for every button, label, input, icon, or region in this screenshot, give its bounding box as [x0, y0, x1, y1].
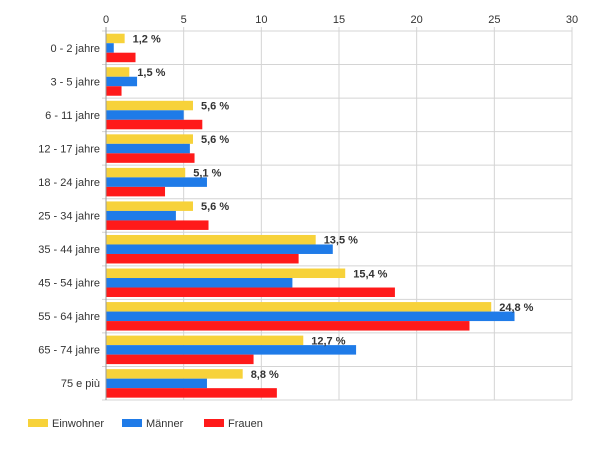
bar-mnner-5	[106, 210, 176, 221]
labels-layer: 1,2 % 1,5 % 5,6 % 5,6 % 5,1 % 5,6 % 13,5 % 15,4…	[133, 33, 534, 380]
bar-frauen-6	[106, 253, 299, 264]
category-label: 18 - 24 jahre	[38, 177, 100, 189]
x-tick-label: 20	[411, 14, 423, 26]
bar-frauen-9	[106, 354, 254, 365]
bar-mnner-2	[106, 110, 184, 120]
legend-label: Männer	[146, 418, 184, 430]
bar-mnner-7	[106, 278, 293, 288]
bar-mnner-10	[106, 378, 207, 389]
bar-frauen-8	[106, 321, 470, 331]
data-label: 15,4 %	[353, 268, 387, 280]
category-label: 35 - 44 jahre	[38, 244, 100, 256]
category-label: 75 e più	[61, 378, 100, 390]
category-label: 45 - 54 jahre	[38, 278, 100, 290]
data-label: 13,5 %	[324, 235, 358, 247]
bar-mnner-8	[106, 311, 515, 322]
category-label: 25 - 34 jahre	[38, 211, 100, 223]
bar-einwohner-0	[106, 33, 125, 44]
bar-frauen-10	[106, 388, 277, 398]
data-label: 12,7 %	[311, 335, 345, 347]
bar-einwohner-10	[106, 369, 243, 379]
x-tick-label: 30	[566, 14, 578, 26]
category-label: 3 - 5 jahre	[50, 76, 100, 88]
data-label: 5,6 %	[201, 134, 229, 146]
data-label: 24,8 %	[499, 302, 533, 314]
bar-einwohner-6	[106, 234, 316, 245]
legend-swatch	[204, 419, 224, 427]
bar-frauen-7	[106, 287, 395, 298]
bar-mnner-4	[106, 177, 207, 187]
bar-frauen-2	[106, 119, 203, 130]
bars-layer	[106, 33, 515, 398]
bar-frauen-0	[106, 52, 136, 63]
bar-einwohner-8	[106, 302, 492, 312]
category-label: 6 - 11 jahre	[45, 110, 100, 122]
bar-einwohner-5	[106, 201, 193, 211]
bar-mnner-3	[106, 143, 190, 154]
bar-frauen-1	[106, 86, 122, 96]
bar-einwohner-4	[106, 167, 186, 178]
bar-einwohner-3	[106, 134, 193, 144]
bar-frauen-4	[106, 186, 166, 197]
legend: Einwohner Männer Frauen	[28, 418, 263, 430]
legend-swatch	[122, 419, 142, 427]
bar-frauen-5	[106, 220, 209, 230]
bar-einwohner-9	[106, 335, 304, 346]
x-tick-label: 10	[255, 14, 267, 26]
grid-layer	[102, 27, 573, 401]
legend-swatch	[28, 419, 48, 427]
bar-einwohner-1	[106, 67, 130, 77]
data-label: 5,1 %	[193, 168, 221, 180]
category-label: 65 - 74 jahre	[38, 345, 100, 357]
bar-einwohner-7	[106, 268, 346, 279]
bar-mnner-0	[106, 43, 114, 53]
data-label: 8,8 %	[251, 369, 279, 381]
x-tick-label: 25	[488, 14, 500, 26]
legend-label: Frauen	[228, 418, 263, 430]
x-tick-label: 15	[333, 14, 345, 26]
bar-mnner-6	[106, 244, 333, 254]
data-label: 5,6 %	[201, 101, 229, 113]
bar-einwohner-2	[106, 100, 193, 111]
x-tick-label: 5	[181, 14, 187, 26]
data-label: 1,5 %	[137, 67, 165, 79]
x-tick-label: 0	[103, 14, 109, 26]
category-label: 0 - 2 jahre	[50, 43, 100, 55]
category-label: 12 - 17 jahre	[38, 143, 100, 155]
legend-label: Einwohner	[52, 418, 104, 430]
category-label: 55 - 64 jahre	[38, 311, 100, 323]
bar-frauen-3	[106, 153, 195, 163]
data-label: 5,6 %	[201, 201, 229, 213]
data-label: 1,2 %	[133, 33, 161, 45]
bar-mnner-9	[106, 345, 357, 355]
bar-mnner-1	[106, 76, 138, 87]
axis-layer: 0 5 10 15 20 25 30 0 - 2 jahre 3 - 5 jahre 6 - 11…	[38, 14, 578, 400]
